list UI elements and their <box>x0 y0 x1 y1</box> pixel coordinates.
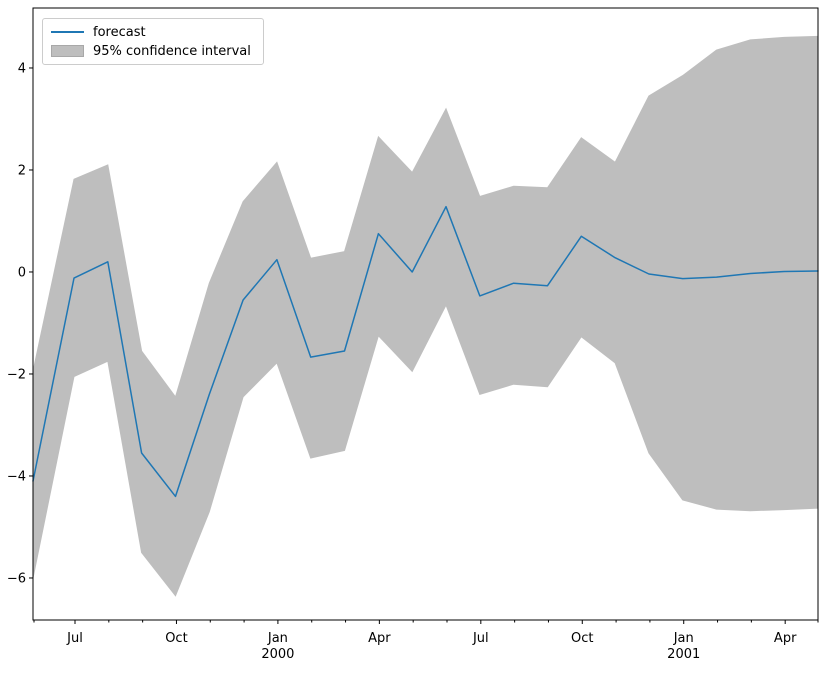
y-tick-label: 4 <box>18 61 26 76</box>
confidence-band <box>32 35 819 597</box>
x-tick-label: Jan <box>267 631 288 646</box>
x-tick-label: Oct <box>165 631 187 646</box>
x-tick-year-label: 2001 <box>667 647 700 662</box>
legend-label-forecast: forecast <box>93 24 146 40</box>
forecast-line <box>32 205 819 498</box>
legend-patch-swatch <box>51 45 84 57</box>
x-tick-label: Jul <box>66 631 83 646</box>
y-tick-label: 2 <box>18 163 26 178</box>
x-tick-label: Apr <box>774 631 797 646</box>
x-tick-label: Jan <box>673 631 694 646</box>
y-tick-label: 0 <box>18 265 26 280</box>
y-tick-label: −4 <box>7 469 26 484</box>
legend-label-confidence-interval: 95% confidence interval <box>93 43 251 59</box>
plot-frame <box>32 7 819 621</box>
legend-item-forecast: forecast <box>51 24 253 40</box>
x-tick-label: Oct <box>571 631 593 646</box>
legend-item-confidence-interval: 95% confidence interval <box>51 43 253 59</box>
x-tick-label: Apr <box>368 631 391 646</box>
x-tick-label: Jul <box>472 631 489 646</box>
y-tick-label: −6 <box>7 571 26 586</box>
y-tick-label: −2 <box>7 367 26 382</box>
legend: forecast 95% confidence interval <box>42 18 264 65</box>
legend-line-swatch <box>51 31 84 33</box>
x-tick-year-label: 2000 <box>261 647 294 662</box>
